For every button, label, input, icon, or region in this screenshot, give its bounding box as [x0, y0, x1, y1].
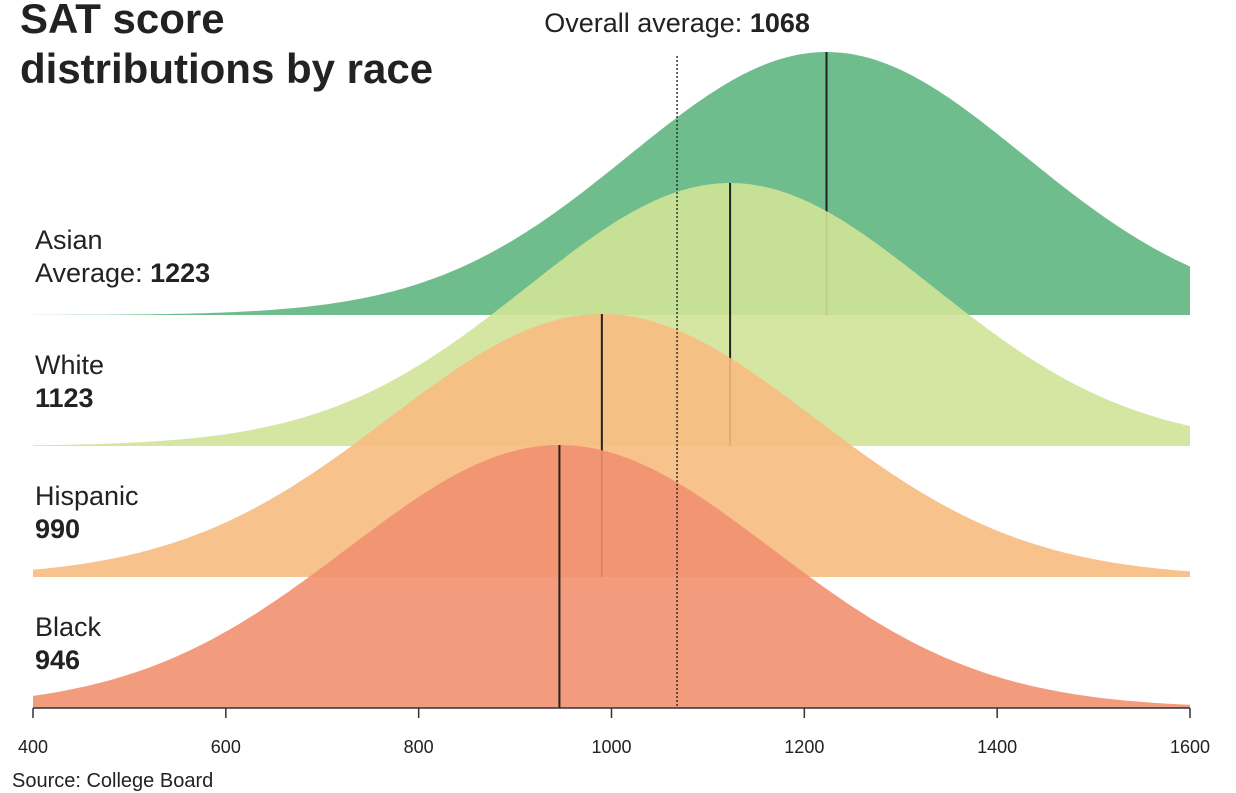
series-average: 990 [35, 514, 80, 544]
x-tick-label: 1000 [591, 737, 631, 757]
x-tick-label: 800 [404, 737, 434, 757]
overall-average-label: Overall average: 1068 [544, 8, 810, 38]
chart-title: SAT score distributions by race [20, 0, 434, 92]
series-name: Asian [35, 225, 103, 255]
series-average: Average: 1223 [35, 258, 210, 288]
series-average: 1123 [35, 383, 94, 413]
overall-label: Overall average: [544, 8, 742, 38]
average-value: 1223 [150, 258, 210, 288]
average-value: 946 [35, 645, 80, 675]
density-curve [33, 52, 1190, 315]
average-label: Average: [35, 258, 143, 288]
series-name: Hispanic [35, 481, 139, 511]
series-average: 946 [35, 645, 80, 675]
average-value: 1123 [35, 383, 94, 413]
space [143, 258, 151, 288]
density-curve [33, 314, 1190, 577]
space [742, 8, 750, 38]
x-tick-label: 400 [18, 737, 48, 757]
density-curve [33, 445, 1190, 708]
x-tick-label: 1600 [1170, 737, 1210, 757]
average-value: 990 [35, 514, 80, 544]
x-tick-label: 1200 [784, 737, 824, 757]
overall-value: 1068 [750, 8, 810, 38]
x-tick-label: 600 [211, 737, 241, 757]
series-name: Black [35, 612, 102, 642]
x-tick-label: 1400 [977, 737, 1017, 757]
series-name: White [35, 350, 104, 380]
source: Source: College Board [12, 770, 213, 792]
